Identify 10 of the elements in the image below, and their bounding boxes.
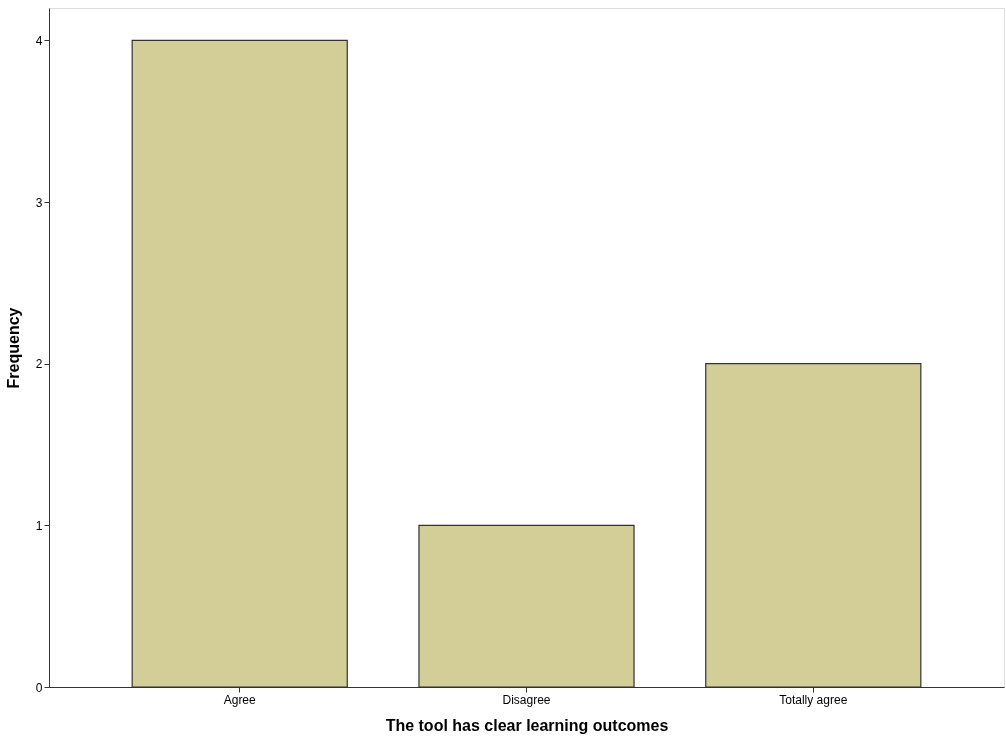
y-tick-label: 2 (35, 357, 43, 372)
y-tick-label: 3 (35, 195, 43, 210)
x-axis-title: The tool has clear learning outcomes (385, 716, 669, 734)
y-tick-label: 0 (35, 680, 43, 695)
x-tick-label: Totally agree (779, 692, 848, 707)
x-tick-label: Agree (223, 692, 257, 707)
x-tick-label: Disagree (502, 692, 551, 707)
y-tick-label: 1 (35, 518, 43, 533)
y-tick-label: 4 (35, 33, 43, 48)
y-axis-title: Frequency (4, 307, 22, 389)
